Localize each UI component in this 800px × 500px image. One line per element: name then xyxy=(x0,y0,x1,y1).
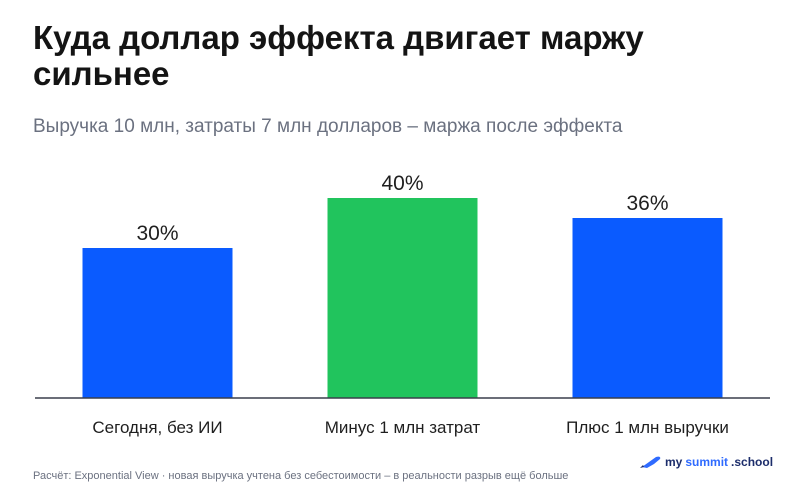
rocket-icon xyxy=(640,456,661,468)
brand-logo[interactable]: my summit .school xyxy=(640,455,773,469)
brand-text-summit: summit xyxy=(685,455,729,469)
bar-2 xyxy=(327,198,478,398)
value-label-1: 30% xyxy=(136,222,178,245)
category-label-3: Плюс 1 млн выручки xyxy=(566,418,729,437)
chart-title: Куда доллар эффекта двигает маржу сильне… xyxy=(33,19,644,92)
value-label-2: 40% xyxy=(381,172,423,195)
category-label-2: Минус 1 млн затрат xyxy=(325,418,481,437)
bar-3 xyxy=(572,218,723,398)
brand-text-school: .school xyxy=(731,455,774,469)
category-label-1: Сегодня, без ИИ xyxy=(92,418,222,437)
footnote: Расчёт: Exponential View · новая выручка… xyxy=(33,470,569,482)
chart-subtitle: Выручка 10 млн, затраты 7 млн долларов –… xyxy=(33,116,623,137)
value-label-3: 36% xyxy=(626,192,668,215)
bar-1 xyxy=(82,248,233,398)
brand-text-my: my xyxy=(665,455,683,469)
